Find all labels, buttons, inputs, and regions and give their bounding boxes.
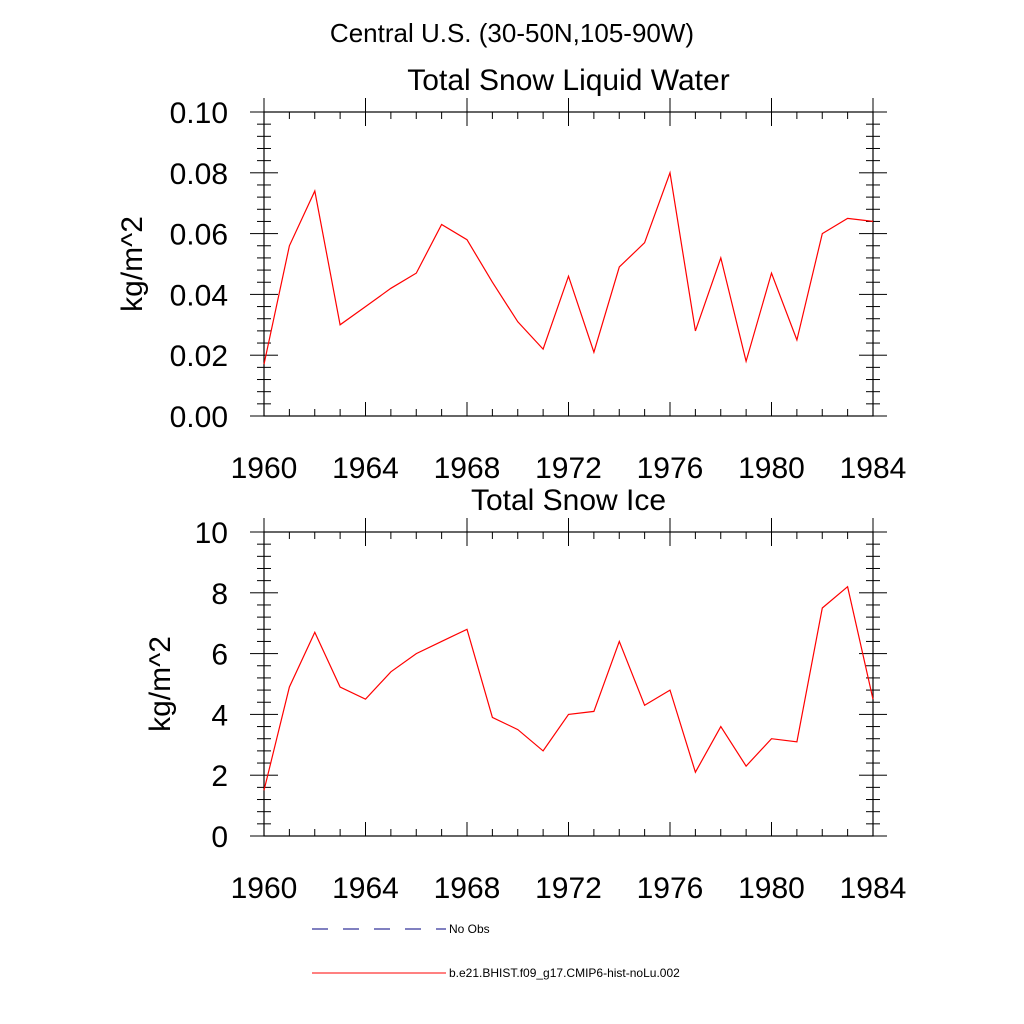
x-tick-label: 1964 [332, 872, 399, 905]
y-axis-label: kg/m^2 [144, 636, 177, 732]
plot-frame [263, 111, 874, 417]
chart-panel-2: Total Snow Ice 1960 1964 1968 1972 1976 1980 19… [144, 484, 906, 905]
y-tick-label: 0.06 [170, 219, 228, 252]
y-tick-label: 0.00 [170, 401, 228, 434]
x-tick-label: 1976 [637, 872, 704, 905]
figure-suptitle: Central U.S. (30-50N,105-90W) [330, 18, 694, 48]
y-tick-label: 6 [211, 639, 228, 672]
x-tick-label: 1976 [637, 452, 704, 485]
chart-title: Total Snow Ice [471, 484, 666, 517]
x-tick-label: 1972 [535, 452, 602, 485]
panels: Total Snow Liquid Water 1960 1964 1968 1972 1… [116, 64, 906, 905]
x-tick-label: 1968 [434, 872, 501, 905]
y-tick-label: 0.08 [170, 158, 228, 191]
y-tick-label: 2 [211, 760, 228, 793]
y-tick-label: 0.10 [170, 97, 228, 130]
x-tick-label: 1984 [840, 872, 907, 905]
y-tick-label: 0.02 [170, 340, 228, 373]
y-tick-label: 4 [211, 699, 228, 732]
legend: No Obs b.e21.BHIST.f09_g17.CMIP6-hist-noL… [312, 922, 680, 980]
y-axis-label: kg/m^2 [116, 216, 149, 312]
plot-frame [263, 531, 874, 837]
x-tick-label: 1980 [738, 872, 805, 905]
series-line [263, 170, 874, 365]
x-tick-label: 1968 [434, 452, 501, 485]
x-tick-label: 1960 [231, 452, 298, 485]
chart-panel-1: Total Snow Liquid Water 1960 1964 1968 1972 1… [116, 64, 906, 485]
legend-label: b.e21.BHIST.f09_g17.CMIP6-hist-noLu.002 [449, 966, 680, 980]
legend-label: No Obs [449, 922, 490, 936]
y-tick-label: 8 [211, 578, 228, 611]
y-tick-label: 0.04 [170, 279, 228, 312]
x-tick-label: 1980 [738, 452, 805, 485]
y-tick-label: 10 [195, 517, 228, 550]
x-tick-label: 1972 [535, 872, 602, 905]
y-tick-label: 0 [211, 821, 228, 854]
chart-title: Total Snow Liquid Water [407, 64, 729, 97]
series-line [263, 585, 874, 791]
x-tick-label: 1960 [231, 872, 298, 905]
x-tick-label: 1984 [840, 452, 907, 485]
x-tick-label: 1964 [332, 452, 399, 485]
